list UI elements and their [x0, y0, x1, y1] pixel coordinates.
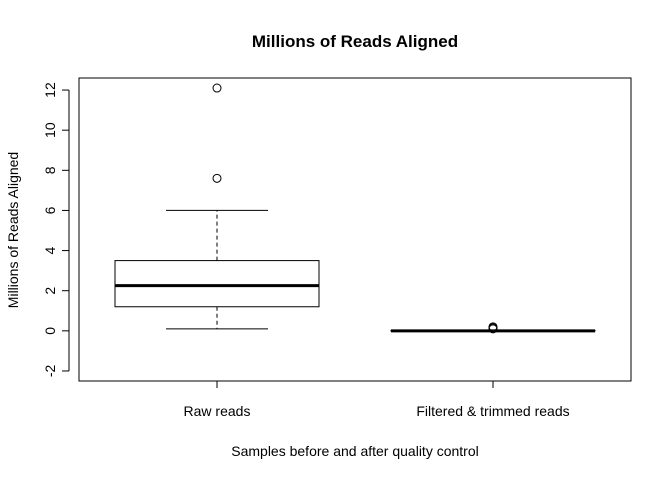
box-1 [390, 322, 596, 334]
y-tick-label: 10 [42, 122, 58, 138]
y-tick-label: 4 [42, 246, 58, 254]
outlier-point [212, 173, 222, 183]
outlier-point [488, 322, 498, 332]
y-tick-label: -2 [42, 365, 58, 378]
box-0 [114, 83, 320, 330]
y-tick-label: 0 [42, 327, 58, 335]
x-axis-label: Samples before and after quality control [231, 443, 478, 459]
y-axis: -2 0 2 4 6 8 10 12 [42, 82, 70, 378]
y-tick-label: 12 [42, 82, 58, 98]
x-tick-label: Raw reads [184, 403, 251, 419]
iqr-box [114, 260, 320, 308]
plot-frame [78, 77, 632, 382]
y-tick-label: 6 [42, 206, 58, 214]
y-tick-label: 8 [42, 166, 58, 174]
chart-title: Millions of Reads Aligned [252, 32, 458, 51]
boxes-group [114, 83, 596, 334]
y-axis-label: Millions of Reads Aligned [5, 152, 21, 308]
x-tick-label: Filtered & trimmed reads [416, 403, 569, 419]
y-tick-label: 2 [42, 287, 58, 295]
outlier-point [212, 83, 222, 93]
x-axis: Raw reads Filtered & trimmed reads [184, 381, 570, 419]
